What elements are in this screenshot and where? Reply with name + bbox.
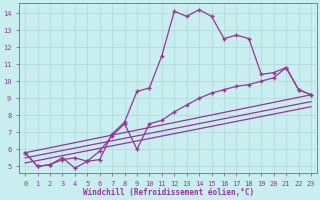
- X-axis label: Windchill (Refroidissement éolien,°C): Windchill (Refroidissement éolien,°C): [83, 188, 254, 197]
